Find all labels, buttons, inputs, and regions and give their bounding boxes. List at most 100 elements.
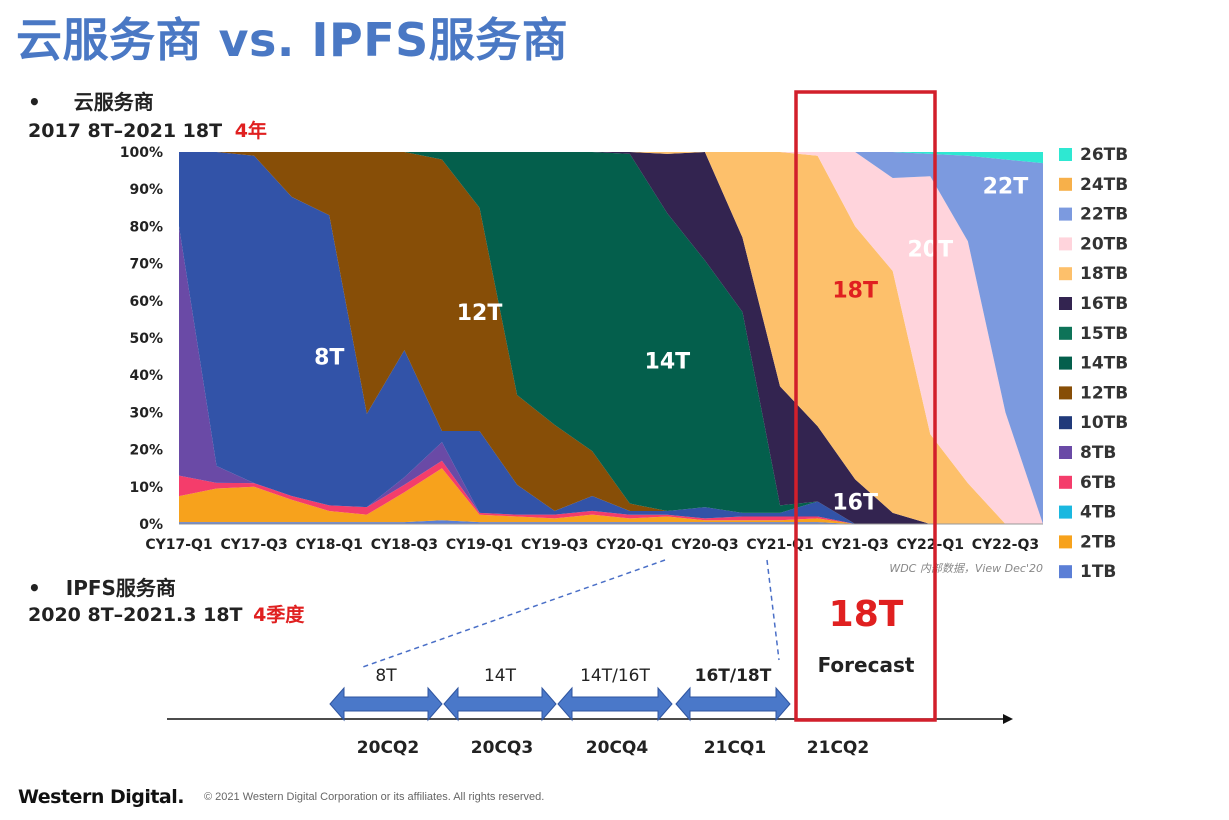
legend-swatch <box>1059 326 1072 340</box>
area-series-18tb <box>179 152 1043 524</box>
timeline-segment-label: 8T <box>375 666 397 686</box>
chart-legend: 26TB 24TB 22TB 20TB 18TB 16TB 15TB 14TB 12TB 10TB… <box>1059 145 1128 582</box>
zoom-line-left <box>359 559 666 669</box>
bullet-mark: • <box>28 576 41 600</box>
area-series-12tb <box>179 152 1043 524</box>
x-tick-label: CY17-Q3 <box>220 537 287 553</box>
forecast-label: Forecast <box>818 653 915 677</box>
area-series-2tb <box>179 468 1043 524</box>
ipfs-bullet: • IPFS服务商 <box>28 572 176 601</box>
legend-label: 15TB <box>1080 324 1128 344</box>
timeline-arrowhead <box>1003 714 1013 724</box>
timeline-double-arrow <box>443 686 557 722</box>
legend-label: 16TB <box>1080 294 1128 314</box>
ipfs-span-highlight: 4季度 <box>253 604 305 626</box>
legend-label: 10TB <box>1080 413 1128 433</box>
y-tick-label: 100% <box>120 145 163 161</box>
western-digital-logo: Western Digital. <box>18 786 185 808</box>
y-tick-label: 60% <box>129 294 163 310</box>
legend-swatch <box>1059 207 1072 221</box>
legend-swatch <box>1059 356 1072 370</box>
area-series-22tb <box>179 152 1043 524</box>
y-axis: 0% 10% 20% 30% 40% 50% 60% 70% 80% 90% 100% <box>120 145 1043 533</box>
cloud-span: 2017 8T–2021 18T 4年 <box>28 116 267 143</box>
x-tick-label: CY19-Q1 <box>446 537 513 553</box>
y-tick-label: 10% <box>129 480 163 496</box>
legend-label: 18TB <box>1080 264 1128 284</box>
x-axis: CY17-Q1 CY17-Q3 CY18-Q1 CY18-Q3 CY19-Q1 CY19-… <box>145 537 1039 553</box>
source-note: WDC 内部数据，View Dec'20 <box>889 562 1043 575</box>
x-tick-label: CY22-Q1 <box>897 537 964 553</box>
legend-swatch <box>1059 505 1072 519</box>
legend-label: 22TB <box>1080 205 1128 225</box>
area-annotation: 18T <box>832 279 878 304</box>
ipfs-timeline: 8T 20CQ2 14T 20CQ3 14T/16T 20CQ4 16T/18T 21CQ1 2… <box>167 559 1013 758</box>
legend-label: 6TB <box>1080 473 1116 493</box>
chart-annotations: 8T 12T 14T 18T 16T 20T 22T <box>314 174 1028 515</box>
zoom-line-right <box>766 559 780 661</box>
timeline-quarter-label: 20CQ2 <box>357 738 419 758</box>
timeline-segment-label: 14T <box>484 666 517 686</box>
legend-swatch <box>1059 386 1072 400</box>
area-annotation: 14T <box>645 349 691 374</box>
page-title: 云服务商 vs. IPFS服务商 <box>16 13 569 67</box>
area-series-1tb <box>179 520 1043 524</box>
timeline-quarter-label: 21CQ1 <box>704 738 766 758</box>
x-tick-label: CY19-Q3 <box>521 537 588 553</box>
legend-swatch <box>1059 416 1072 430</box>
x-tick-label: CY18-Q1 <box>296 537 363 553</box>
legend-label: 1TB <box>1080 562 1116 582</box>
legend-swatch <box>1059 475 1072 489</box>
legend-label: 4TB <box>1080 503 1116 523</box>
area-annotation: 8T <box>314 346 344 371</box>
timeline-quarter-label: 20CQ4 <box>586 738 649 758</box>
legend-label: 14TB <box>1080 354 1128 374</box>
x-tick-label: CY21-Q1 <box>746 537 813 553</box>
timeline-double-arrow <box>675 686 791 722</box>
legend-swatch <box>1059 237 1072 251</box>
chart-areas <box>179 152 1043 524</box>
area-annotation: 22T <box>983 174 1029 199</box>
timeline-quarter-label: 21CQ2 <box>807 738 869 758</box>
ipfs-heading: IPFS服务商 <box>65 576 176 600</box>
forecast-value: 18T <box>829 594 904 635</box>
y-tick-label: 0% <box>139 517 163 533</box>
legend-swatch <box>1059 148 1072 161</box>
legend-label: 24TB <box>1080 175 1128 195</box>
legend-swatch <box>1059 565 1072 579</box>
y-tick-label: 90% <box>129 182 163 198</box>
legend-label: 8TB <box>1080 443 1116 463</box>
legend-swatch <box>1059 267 1072 281</box>
copyright-text: © 2021 Western Digital Corporation or it… <box>204 791 545 803</box>
legend-label: 12TB <box>1080 383 1128 403</box>
ipfs-span: 2020 8T–2021.3 18T 4季度 <box>28 600 304 627</box>
cloud-bullet: • 云服务商 <box>28 86 154 115</box>
area-annotation: 16T <box>832 491 878 516</box>
bullet-mark: • <box>28 90 41 114</box>
cloud-heading: 云服务商 <box>73 90 154 114</box>
area-series-26tb <box>179 152 1043 164</box>
area-series-8t <box>179 152 1043 524</box>
timeline-quarter-label: 20CQ3 <box>471 738 533 758</box>
y-tick-label: 70% <box>129 257 163 273</box>
legend-label: 26TB <box>1080 145 1128 165</box>
forecast-highlight-box <box>794 90 937 722</box>
cloud-span-highlight: 4年 <box>234 120 267 142</box>
y-tick-label: 50% <box>129 331 163 347</box>
timeline-segment-label: 14T/16T <box>580 666 650 686</box>
y-tick-label: 40% <box>129 368 163 384</box>
legend-swatch <box>1059 446 1072 459</box>
x-tick-label: CY22-Q3 <box>972 537 1039 553</box>
y-tick-label: 80% <box>129 219 163 235</box>
y-tick-label: 20% <box>129 443 163 459</box>
x-tick-label: CY18-Q3 <box>371 537 438 553</box>
cloud-span-text: 2017 8T–2021 18T <box>28 120 223 142</box>
x-tick-label: CY20-Q1 <box>596 537 663 553</box>
x-tick-label: CY17-Q1 <box>145 537 212 553</box>
x-tick-label: CY20-Q3 <box>671 537 738 553</box>
area-annotation: 20T <box>907 238 953 263</box>
timeline-double-arrow <box>557 686 673 722</box>
area-annotation: 12T <box>457 301 503 326</box>
legend-label: 2TB <box>1080 532 1116 552</box>
